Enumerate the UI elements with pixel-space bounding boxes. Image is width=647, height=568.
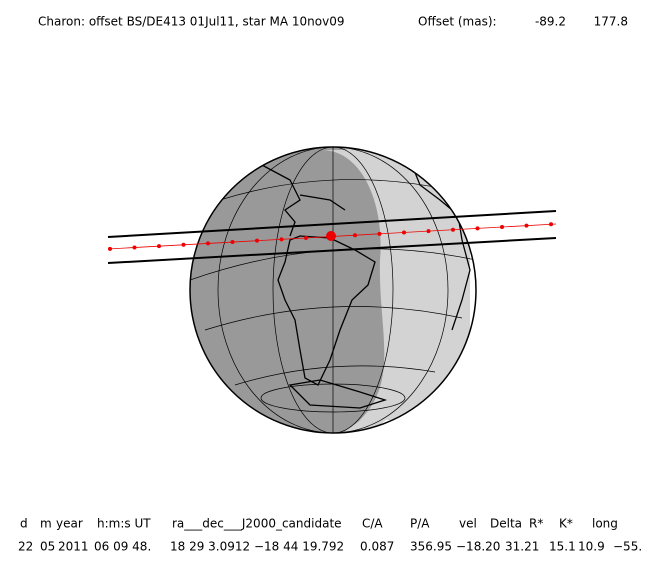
cell: 05 (40, 540, 55, 554)
track-dot (230, 240, 235, 245)
track-dot (500, 225, 504, 230)
offset-label: Offset (mas): (418, 15, 497, 29)
column-header: d (20, 517, 28, 531)
cell: 356.95 (410, 540, 452, 554)
column-header: vel (459, 517, 477, 531)
track-dot (377, 231, 382, 236)
track-dot (255, 238, 259, 243)
column-header: K* (559, 517, 573, 531)
track-dot (181, 242, 186, 247)
track-dot (402, 230, 406, 235)
track-dot (132, 245, 137, 250)
cell: 18 29 3.0912 −18 44 19.792 (170, 540, 344, 554)
cell: 2011 (58, 540, 89, 554)
column-header: h:m:s UT (97, 517, 151, 531)
column-header: P/A (410, 517, 430, 531)
offset-value: -89.2 (535, 15, 566, 29)
cell: 10.9 (578, 540, 605, 554)
title: Charon: offset BS/DE413 01Jul11, star MA… (38, 15, 344, 29)
track-dot (524, 223, 529, 228)
offset-value: 177.8 (594, 15, 628, 29)
track-dot (353, 233, 357, 238)
track-dot (206, 241, 210, 246)
globe (189, 146, 477, 434)
column-header: R* (529, 517, 543, 531)
column-header: long (592, 517, 618, 531)
cell: −55. (613, 540, 642, 554)
cell: 31.21 (505, 540, 539, 554)
cell: 15.1 (549, 540, 576, 554)
track-dot (549, 222, 553, 227)
track-dot (157, 244, 161, 249)
cell: 06 09 48. (94, 540, 151, 554)
column-header: year (56, 517, 83, 531)
track-dot (304, 235, 308, 240)
shadow-path (107, 210, 557, 264)
table: d m year h:m:s UT ra___dec___J2000_candidate… (18, 517, 642, 554)
column-header: ra___dec___J2000_candidate (172, 517, 342, 531)
cell: 0.087 (360, 540, 394, 554)
track-dot (108, 246, 112, 251)
column-header: Delta (490, 517, 522, 531)
cell: −18.20 (456, 540, 500, 554)
cell: 22 (18, 540, 33, 554)
track-dot (451, 227, 455, 232)
track-dot (426, 229, 431, 234)
column-header: m (40, 517, 52, 531)
track-dot (475, 226, 480, 231)
column-header: C/A (362, 517, 383, 531)
track-dot (279, 237, 284, 242)
